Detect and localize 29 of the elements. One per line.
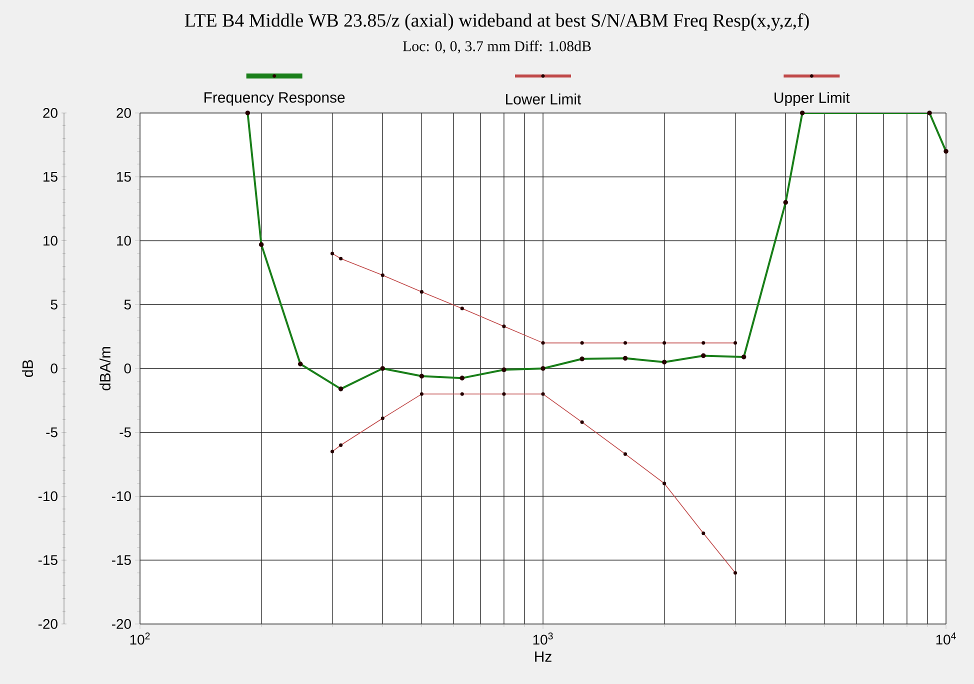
- legend-label: Frequency Response: [204, 92, 345, 106]
- chart-title: LTE B4 Middle WB 23.85/z (axial) wideband at best S/N/ABM Freq Resp(x,y,z,f): [184, 13, 809, 31]
- legend-label: Lower Limit: [506, 94, 582, 104]
- y-tick-label: 20: [43, 108, 58, 118]
- y-tick-label: -20: [38, 619, 58, 629]
- y-tick-label: -5: [46, 427, 58, 438]
- y2-tick-label: -5: [120, 427, 131, 438]
- x-tick-label: 10$^{2}$: [130, 632, 150, 645]
- y2-tick-label: 5: [124, 300, 131, 310]
- y2-tick-label: -10: [112, 491, 131, 502]
- y2-tick-label: 15: [117, 172, 131, 182]
- y2-axis-title: dBA/m: [100, 347, 110, 390]
- y2-tick-label: 0: [124, 364, 131, 374]
- y-axis-title: dB: [22, 360, 33, 377]
- x-tick-label: 10$^{3}$: [533, 632, 553, 645]
- legend-label: Upper Limit: [774, 92, 850, 106]
- y2-tick-label: -15: [112, 555, 131, 565]
- y2-tick-label: -20: [112, 619, 131, 629]
- y-tick-label: 0: [50, 364, 58, 374]
- chart-subtitle: Loc: 0, 0, 3.7 mm Diff: 1.08dB: [402, 40, 591, 54]
- y-tick-label: 5: [50, 300, 58, 310]
- y-tick-label: 15: [44, 172, 58, 182]
- y2-tick-label: 20: [116, 108, 131, 118]
- x-tick-label: 10$^{4}$: [936, 632, 956, 645]
- x-axis-title: Hz: [535, 652, 552, 662]
- y-tick-label: 10: [44, 236, 58, 246]
- y-tick-label: -10: [38, 491, 58, 502]
- y-tick-label: -15: [38, 555, 58, 565]
- y2-tick-label: 10: [117, 236, 131, 246]
